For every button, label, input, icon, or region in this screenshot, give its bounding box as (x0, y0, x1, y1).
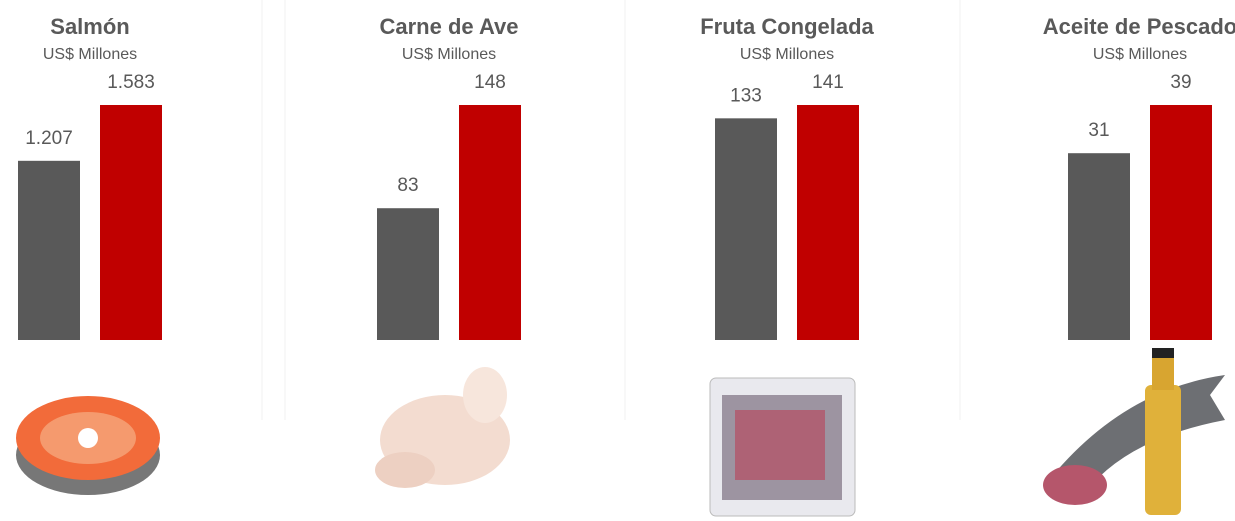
chart-title: Aceite de Pescado (1043, 14, 1235, 39)
salmon-image (16, 396, 160, 495)
bar (1150, 105, 1212, 340)
value-label: 148 (474, 72, 506, 93)
value-label: 133 (730, 85, 762, 106)
chart-subtitle: US$ Millones (43, 46, 137, 63)
fish-oil-image (1043, 348, 1225, 515)
value-label: 83 (397, 175, 418, 196)
value-label: 141 (812, 72, 844, 93)
value-label: 39 (1170, 72, 1191, 93)
bar (1068, 153, 1130, 340)
chart-subtitle: US$ Millones (1093, 46, 1187, 63)
chart-title: Salmón (50, 14, 129, 39)
bar (18, 160, 80, 340)
chicken-image (375, 367, 510, 488)
bar (377, 208, 439, 340)
value-label: 31 (1088, 120, 1109, 141)
frozen-fruit-image (709, 377, 856, 517)
chart-subtitle: US$ Millones (740, 46, 834, 63)
bar (715, 118, 777, 340)
chart-title: Carne de Ave (380, 14, 519, 39)
bar (459, 105, 521, 340)
value-label: 1.583 (107, 72, 155, 93)
bar (100, 105, 162, 340)
chart-title: Fruta Congelada (700, 14, 874, 39)
panel-dividers (261, 0, 961, 420)
chart-subtitle: US$ Millones (402, 46, 496, 63)
bar (797, 105, 859, 340)
value-label: 1.207 (25, 128, 73, 149)
